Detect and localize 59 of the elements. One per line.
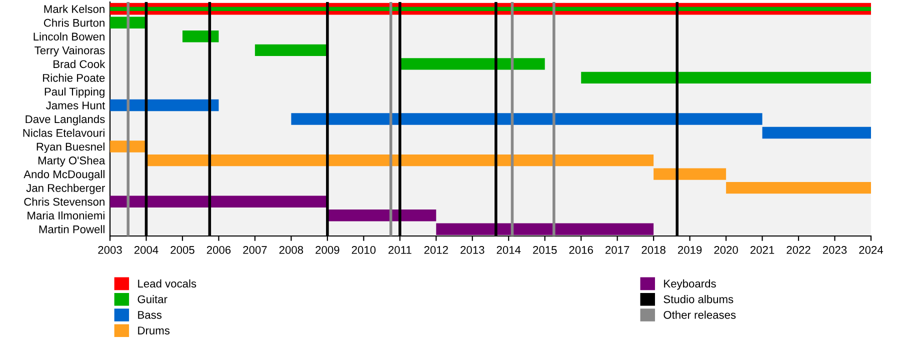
bar	[762, 126, 871, 139]
x-tick-label: 2014	[496, 246, 521, 254]
y-tick-label: Brad Cook	[54, 60, 106, 68]
x-tick-label: 2017	[606, 246, 630, 254]
x-tick-label: 2022	[786, 246, 810, 254]
x-tick-label: 2005	[170, 246, 194, 254]
y-tick-label: Jan Rechberger	[26, 184, 105, 194]
legend-label: Guitar	[138, 295, 168, 304]
legend-label: Keyboards	[664, 279, 716, 290]
y-tick-label: Martin Powell	[39, 225, 104, 234]
x-tick-label: 2016	[569, 246, 593, 254]
y-tick-label: Ando McDougall	[24, 170, 104, 180]
x-tick-label: 2021	[750, 246, 774, 254]
x-tick-label: 2015	[533, 246, 557, 254]
bar	[400, 58, 545, 70]
x-tick-label: 2003	[98, 246, 122, 254]
y-tick-label: Terry Vainoras	[34, 46, 105, 57]
legend-label: Lead vocals	[138, 279, 196, 288]
bar	[327, 210, 436, 222]
x-tick-label: 2008	[279, 246, 304, 254]
x-tick-label: 2009	[316, 246, 340, 254]
y-tick-label: Maria Ilmoniemi	[28, 211, 104, 220]
y-tick-label: Paul Tipping	[44, 87, 104, 98]
y-tick-label: Chris Stevenson	[24, 198, 104, 206]
x-tick-label: 2012	[424, 246, 448, 254]
legend-label: Drums	[138, 326, 170, 334]
y-tick-label: Lincoln Bowen	[34, 32, 104, 41]
bar	[291, 113, 762, 125]
legend-label: Bass	[138, 311, 162, 319]
bar	[254, 44, 328, 56]
bar	[436, 223, 654, 235]
x-tick-label: 2013	[460, 246, 484, 254]
x-tick-label: 2006	[206, 246, 231, 254]
y-tick-label: Ryan Buesnel	[36, 142, 104, 153]
bar	[146, 154, 654, 166]
x-tick-label: 2004	[134, 246, 158, 254]
bar	[581, 72, 871, 84]
x-tick-label: 2024	[859, 246, 884, 254]
bar	[110, 99, 219, 112]
x-tick-label: 2020	[714, 246, 738, 254]
bar	[110, 196, 328, 208]
y-tick-label: Dave Langlands	[26, 114, 105, 126]
legend-label: Other releases	[664, 310, 736, 319]
x-tick-label: 2007	[243, 246, 267, 254]
y-tick-label: Richie Poate	[43, 74, 105, 82]
bar	[182, 30, 219, 42]
x-tick-label: 2011	[388, 246, 412, 254]
y-tick-label: Niclas Etelavouri	[23, 128, 104, 137]
y-tick-label: James Hunt	[46, 102, 106, 110]
bar	[726, 182, 871, 194]
y-tick-label: Chris Burton	[44, 18, 104, 27]
legend-label: Studio albums	[664, 295, 734, 304]
x-tick-label: 2023	[822, 246, 847, 254]
y-tick-label: Mark Kelson	[44, 4, 104, 14]
x-tick-label: 2018	[642, 246, 666, 254]
bar	[654, 168, 726, 180]
y-tick-label: Marty O'Shea	[38, 156, 106, 167]
x-tick-label: 2010	[352, 246, 376, 254]
x-tick-label: 2019	[678, 246, 702, 254]
